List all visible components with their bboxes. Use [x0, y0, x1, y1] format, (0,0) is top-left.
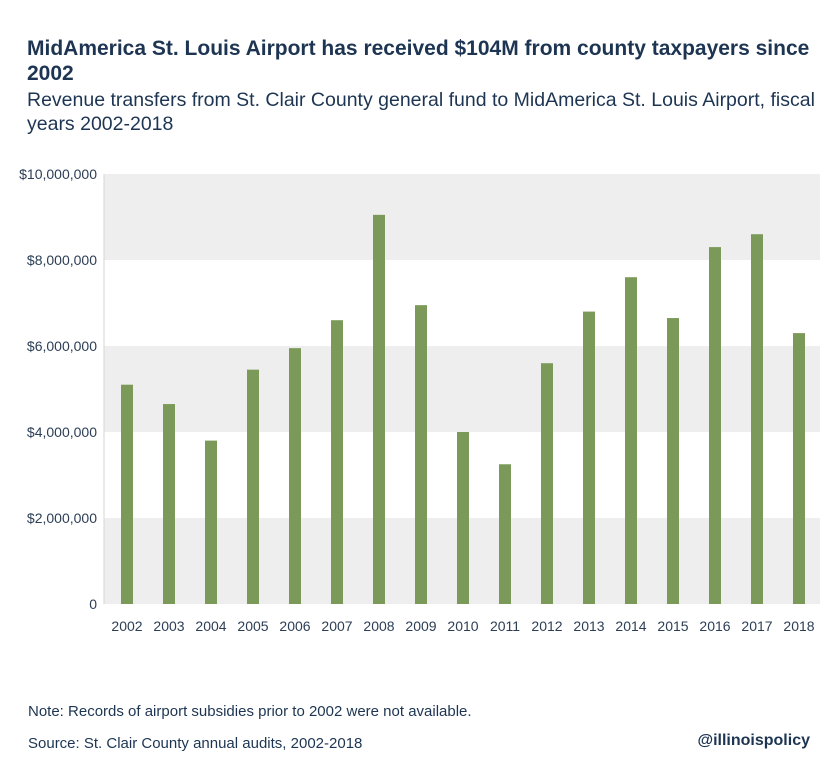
x-tick-label: 2018 — [783, 618, 814, 634]
x-tick-label: 2008 — [363, 618, 394, 634]
x-tick-label: 2003 — [153, 618, 184, 634]
x-tick-label: 2002 — [111, 618, 142, 634]
x-tick-label: 2011 — [490, 618, 520, 634]
bar-2003 — [163, 404, 175, 604]
chart-title: MidAmerica St. Louis Airport has receive… — [27, 37, 810, 85]
footnote: Note: Records of airport subsidies prior… — [28, 703, 472, 720]
y-tick-label: $6,000,000 — [27, 338, 97, 354]
x-tick-label: 2010 — [447, 618, 478, 634]
y-tick-label: $10,000,000 — [19, 166, 97, 182]
y-tick-label: 0 — [89, 596, 97, 612]
grid-band — [104, 346, 820, 432]
x-tick-label: 2012 — [531, 618, 562, 634]
x-tick-label: 2014 — [615, 618, 646, 634]
bar-2018 — [793, 333, 805, 604]
bar-2016 — [709, 247, 721, 604]
bar-2007 — [331, 320, 343, 604]
bar-2017 — [751, 234, 763, 604]
grid-band — [104, 174, 820, 260]
x-tick-label: 2009 — [405, 618, 436, 634]
bar-2012 — [541, 363, 553, 604]
x-tick-label: 2007 — [321, 618, 352, 634]
x-tick-label: 2016 — [699, 618, 730, 634]
bar-2005 — [247, 369, 259, 604]
y-axis-labels: 0 $2,000,000 $4,000,000 $6,000,000 $8,000,00… — [19, 166, 97, 612]
x-tick-label: 2017 — [741, 618, 772, 634]
y-tick-label: $2,000,000 — [27, 510, 97, 526]
source-note: Source: St. Clair County annual audits, … — [28, 735, 363, 752]
bar-2013 — [583, 311, 595, 604]
x-tick-label: 2005 — [237, 618, 268, 634]
x-tick-label: 2004 — [195, 618, 226, 634]
bar-2002 — [121, 384, 133, 604]
chart-subtitle: Revenue transfers from St. Clair County … — [27, 89, 815, 135]
x-tick-label: 2006 — [279, 618, 310, 634]
y-tick-label: $4,000,000 — [27, 424, 97, 440]
x-tick-label: 2013 — [573, 618, 604, 634]
x-tick-label: 2015 — [657, 618, 688, 634]
bar-2010 — [457, 432, 469, 604]
bar-2011 — [499, 464, 511, 604]
bar-2004 — [205, 440, 217, 604]
brand-handle: @illinoispolicy — [697, 732, 810, 749]
bar-2006 — [289, 348, 301, 604]
bar-2009 — [415, 305, 427, 604]
bar-2008 — [373, 214, 385, 604]
bar-series — [121, 214, 805, 604]
y-tick-label: $8,000,000 — [27, 252, 97, 268]
bar-2015 — [667, 318, 679, 604]
x-axis-labels: 2002 2003 2004 2005 2006 2007 2008 2009 2010 2011… — [111, 618, 814, 634]
bar-2014 — [625, 277, 637, 604]
